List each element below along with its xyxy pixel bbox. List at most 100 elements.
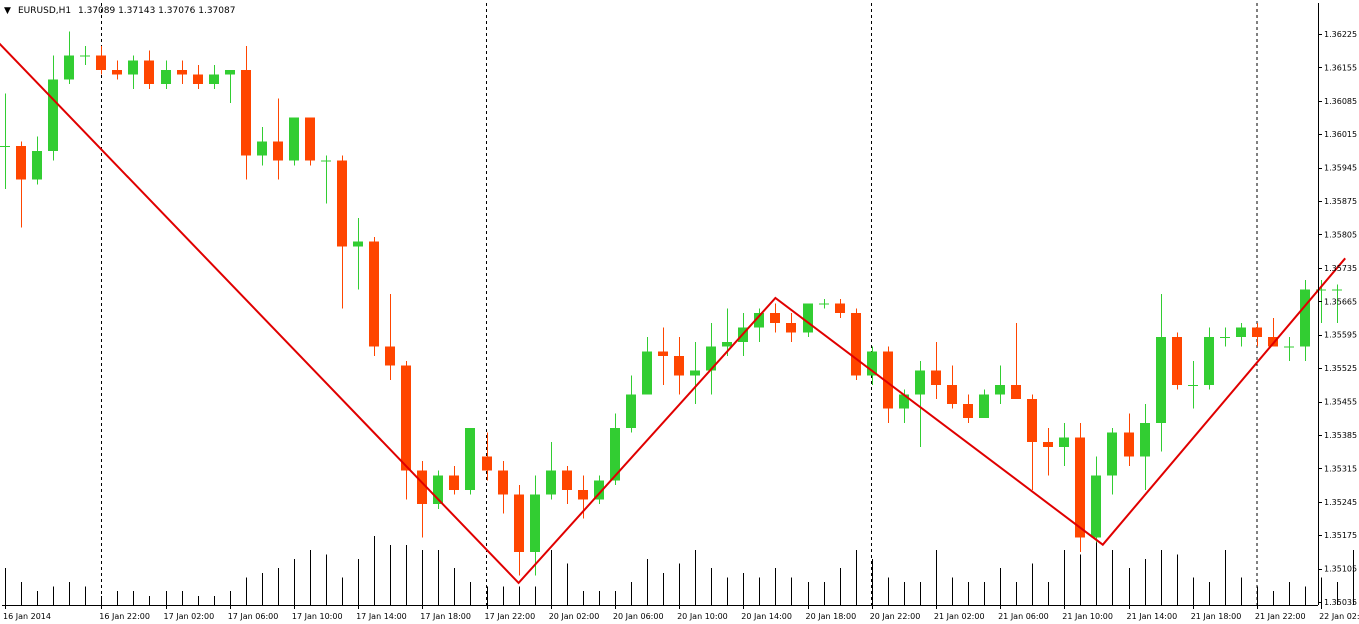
candle-body xyxy=(369,241,379,347)
candle-body xyxy=(209,74,219,85)
price-tick-label: 1.35315 xyxy=(1324,464,1357,473)
chart-header: ▼ EURUSD,H1 1.37089 1.37143 1.37076 1.37… xyxy=(4,6,235,16)
time-tick-label: 17 Jan 14:00 xyxy=(356,612,407,621)
candle-body xyxy=(963,403,973,419)
candle-body xyxy=(337,160,347,247)
candle-body xyxy=(658,351,668,357)
candle-body xyxy=(241,69,251,156)
candle-body xyxy=(1124,432,1134,457)
candle-body xyxy=(289,117,299,161)
candle-body xyxy=(353,241,363,247)
ohlc-readout: 1.37089 1.37143 1.37076 1.37087 xyxy=(78,6,235,16)
candle-body xyxy=(626,394,636,428)
price-tick-label: 1.35035 xyxy=(1324,598,1357,607)
candle-body xyxy=(16,146,26,180)
symbol-menu-arrow-icon[interactable]: ▼ xyxy=(4,6,11,16)
candle-body xyxy=(803,303,813,333)
time-tick-label: 21 Jan 14:00 xyxy=(1127,612,1178,621)
price-tick-label: 1.35105 xyxy=(1324,565,1357,574)
candle-body xyxy=(915,370,925,395)
candle-body xyxy=(498,470,508,495)
candle-body xyxy=(1188,384,1198,386)
time-tick-label: 16 Jan 2014 xyxy=(3,612,51,621)
candle-body xyxy=(257,141,267,156)
volume-bars xyxy=(5,531,1354,605)
candle-body xyxy=(1107,432,1117,476)
candle-body xyxy=(867,351,877,376)
price-tick-label: 1.35175 xyxy=(1324,531,1357,540)
price-axis-ticks: 1.36225 1.36155 1.36085 1.36015 1.35945 1.358… xyxy=(1318,30,1357,607)
candle-body xyxy=(0,146,10,148)
candle-body xyxy=(1140,423,1150,457)
time-tick-label: 21 Jan 22:00 xyxy=(1255,612,1306,621)
day-separators xyxy=(100,3,1258,605)
candle-body xyxy=(64,55,74,80)
candle-body xyxy=(530,494,540,552)
time-tick-label: 22 Jan 02:00 xyxy=(1319,612,1359,621)
candle-body xyxy=(899,394,909,409)
chart-axes xyxy=(2,3,1319,606)
candle-body xyxy=(417,470,427,505)
candle-body xyxy=(1300,289,1310,347)
price-tick-label: 1.36225 xyxy=(1324,30,1357,39)
time-tick-label: 17 Jan 10:00 xyxy=(292,612,343,621)
time-tick-label: 20 Jan 14:00 xyxy=(741,612,792,621)
candle-body xyxy=(851,313,861,376)
candle-body xyxy=(1316,289,1326,291)
candle-body xyxy=(835,303,845,314)
candle-body xyxy=(883,351,893,409)
time-tick-label: 20 Jan 06:00 xyxy=(613,612,664,621)
candle-body xyxy=(722,341,732,347)
candle-body xyxy=(449,475,459,490)
price-tick-label: 1.35945 xyxy=(1324,164,1357,173)
candle-body xyxy=(1204,337,1214,385)
candle-body xyxy=(578,489,588,500)
candle-body xyxy=(610,427,620,481)
candle-body xyxy=(514,494,524,552)
price-tick-label: 1.35665 xyxy=(1324,297,1357,306)
time-tick-label: 21 Jan 10:00 xyxy=(1062,612,1113,621)
time-tick-label: 17 Jan 06:00 xyxy=(228,612,279,621)
candle-body xyxy=(995,384,1005,395)
candle-body xyxy=(401,365,411,471)
candle-body xyxy=(979,394,989,419)
candle-body xyxy=(546,470,556,495)
price-tick-label: 1.35875 xyxy=(1324,197,1357,206)
symbol-timeframe-label: EURUSD,H1 xyxy=(18,6,71,16)
time-tick-label: 20 Jan 10:00 xyxy=(677,612,728,621)
candle-body xyxy=(1220,337,1230,339)
candle-body xyxy=(1091,475,1101,538)
candle-body xyxy=(48,79,58,151)
candle-body xyxy=(177,69,187,75)
price-tick-label: 1.35245 xyxy=(1324,498,1357,507)
candle-body xyxy=(1332,289,1342,291)
candle-body xyxy=(562,470,572,490)
price-tick-label: 1.35385 xyxy=(1324,431,1357,440)
time-tick-label: 16 Jan 22:00 xyxy=(99,612,150,621)
candle-body xyxy=(1252,327,1262,338)
candle-body xyxy=(594,480,604,500)
candle-body xyxy=(112,69,122,75)
candle-body xyxy=(1156,337,1166,424)
candle-body xyxy=(128,60,138,75)
candle-body xyxy=(754,313,764,328)
price-tick-label: 1.35735 xyxy=(1324,264,1357,273)
time-tick-label: 17 Jan 18:00 xyxy=(420,612,471,621)
candle-body xyxy=(947,384,957,404)
time-tick-label: 17 Jan 02:00 xyxy=(164,612,215,621)
candle-body xyxy=(1172,337,1182,385)
price-tick-label: 1.35595 xyxy=(1324,331,1357,340)
price-tick-label: 1.35455 xyxy=(1324,398,1357,407)
price-tick-label: 1.36085 xyxy=(1324,97,1357,106)
candle-body xyxy=(193,74,203,85)
time-tick-label: 20 Jan 02:00 xyxy=(549,612,600,621)
candle-body xyxy=(690,370,700,376)
candle-body xyxy=(32,150,42,180)
candlesticks xyxy=(0,31,1342,576)
time-axis-ticks: 16 Jan 2014 16 Jan 22:00 17 Jan 02:00 17 Ja… xyxy=(3,605,1359,621)
candle-body xyxy=(465,427,475,490)
candle-body xyxy=(819,303,829,305)
candle-body xyxy=(80,55,90,57)
candle-body xyxy=(1043,442,1053,447)
